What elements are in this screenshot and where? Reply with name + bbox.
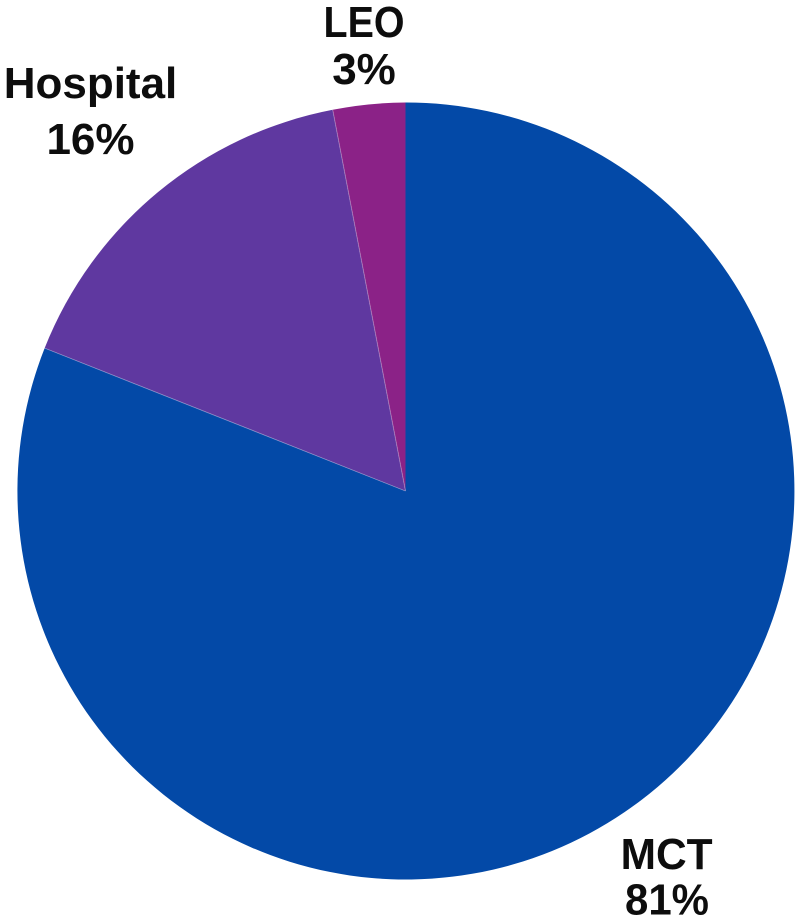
- svg-text:MCT: MCT: [621, 830, 713, 879]
- svg-text:16%: 16%: [46, 115, 134, 164]
- svg-text:Hospital: Hospital: [4, 59, 178, 108]
- svg-text:LEO: LEO: [324, 0, 405, 47]
- svg-text:3%: 3%: [332, 45, 396, 94]
- svg-text:81%: 81%: [625, 876, 709, 921]
